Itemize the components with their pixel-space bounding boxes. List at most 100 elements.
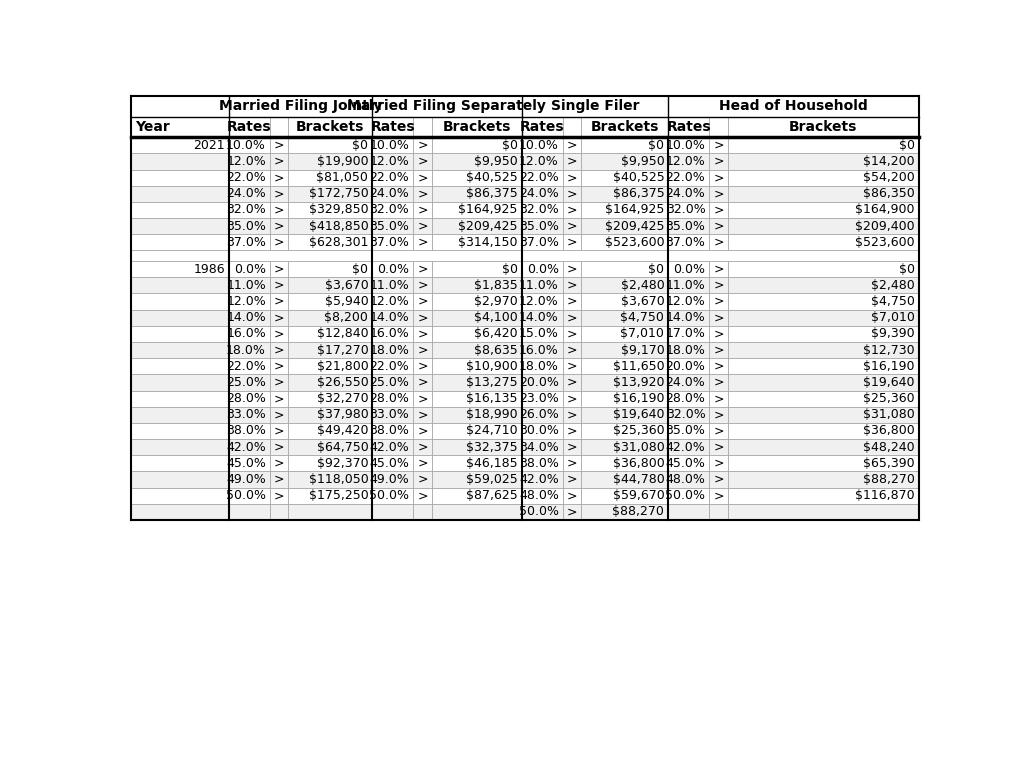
Bar bbox=[270, 278, 289, 294]
Bar bbox=[432, 234, 521, 251]
Bar bbox=[563, 234, 582, 251]
Bar bbox=[669, 455, 710, 471]
Text: $59,025: $59,025 bbox=[466, 473, 518, 486]
Text: >: > bbox=[567, 424, 578, 437]
Text: >: > bbox=[273, 204, 285, 217]
Bar bbox=[710, 342, 728, 359]
Bar bbox=[432, 423, 521, 439]
Bar bbox=[372, 153, 414, 170]
Bar bbox=[521, 439, 563, 455]
Bar bbox=[582, 294, 669, 310]
Bar bbox=[710, 218, 728, 234]
Bar bbox=[372, 186, 414, 202]
Bar bbox=[289, 170, 372, 186]
Bar bbox=[270, 278, 289, 294]
Bar bbox=[582, 423, 669, 439]
Bar bbox=[710, 202, 728, 218]
Bar bbox=[289, 202, 372, 218]
Text: $40,525: $40,525 bbox=[466, 171, 518, 184]
Text: >: > bbox=[273, 236, 285, 249]
Text: $116,870: $116,870 bbox=[855, 489, 914, 502]
Bar bbox=[228, 439, 270, 455]
Bar bbox=[669, 202, 710, 218]
Bar bbox=[432, 153, 521, 170]
Text: $314,150: $314,150 bbox=[459, 236, 518, 249]
Text: $26,550: $26,550 bbox=[316, 376, 369, 389]
Text: >: > bbox=[714, 360, 724, 372]
Bar bbox=[270, 294, 289, 310]
Text: >: > bbox=[714, 456, 724, 470]
Bar bbox=[131, 310, 228, 326]
Text: >: > bbox=[417, 409, 428, 421]
Bar bbox=[521, 487, 563, 503]
Bar bbox=[521, 342, 563, 359]
Text: 12.0%: 12.0% bbox=[370, 295, 410, 308]
Bar bbox=[131, 423, 228, 439]
Bar bbox=[563, 186, 582, 202]
Text: 24.0%: 24.0% bbox=[666, 187, 706, 200]
Bar bbox=[228, 423, 270, 439]
Bar bbox=[432, 359, 521, 375]
Text: >: > bbox=[567, 505, 578, 518]
Text: >: > bbox=[567, 392, 578, 405]
Text: 28.0%: 28.0% bbox=[370, 392, 410, 405]
Text: 11.0%: 11.0% bbox=[666, 279, 706, 292]
Bar bbox=[669, 170, 710, 186]
Bar bbox=[432, 390, 521, 406]
Bar bbox=[432, 342, 521, 359]
Bar bbox=[582, 503, 669, 520]
Bar bbox=[270, 359, 289, 375]
Text: $118,050: $118,050 bbox=[308, 473, 369, 486]
Bar bbox=[414, 423, 432, 439]
Text: 14.0%: 14.0% bbox=[519, 311, 559, 325]
Bar bbox=[372, 202, 414, 218]
Text: Single Filer: Single Filer bbox=[551, 99, 639, 113]
Bar bbox=[414, 202, 432, 218]
Text: >: > bbox=[273, 295, 285, 308]
Text: $164,925: $164,925 bbox=[459, 204, 518, 217]
Text: >: > bbox=[567, 187, 578, 200]
Bar bbox=[582, 487, 669, 503]
Text: >: > bbox=[567, 473, 578, 486]
Text: $0: $0 bbox=[502, 263, 518, 276]
Text: $13,275: $13,275 bbox=[466, 376, 518, 389]
Bar bbox=[669, 406, 710, 423]
Bar bbox=[563, 423, 582, 439]
Bar bbox=[582, 234, 669, 251]
Bar bbox=[521, 153, 563, 170]
Text: $14,200: $14,200 bbox=[863, 155, 914, 168]
Bar bbox=[289, 261, 372, 278]
Text: 23.0%: 23.0% bbox=[519, 392, 559, 405]
Bar bbox=[710, 359, 728, 375]
Bar bbox=[521, 455, 563, 471]
Bar bbox=[270, 170, 289, 186]
Text: $21,800: $21,800 bbox=[316, 360, 369, 372]
Bar bbox=[582, 471, 669, 487]
Text: >: > bbox=[417, 204, 428, 217]
Text: $2,970: $2,970 bbox=[474, 295, 518, 308]
Bar bbox=[669, 359, 710, 375]
Bar bbox=[728, 455, 919, 471]
Text: >: > bbox=[567, 344, 578, 356]
Bar bbox=[728, 487, 919, 503]
Text: 10.0%: 10.0% bbox=[226, 139, 266, 152]
Bar bbox=[131, 471, 228, 487]
Bar bbox=[289, 326, 372, 342]
Text: $17,270: $17,270 bbox=[316, 344, 369, 356]
Bar bbox=[669, 439, 710, 455]
Bar bbox=[521, 455, 563, 471]
Bar bbox=[228, 202, 270, 218]
Bar bbox=[414, 471, 432, 487]
Text: 49.0%: 49.0% bbox=[226, 473, 266, 486]
Bar bbox=[710, 294, 728, 310]
Bar bbox=[728, 278, 919, 294]
Text: 0.0%: 0.0% bbox=[527, 263, 559, 276]
Bar bbox=[521, 278, 563, 294]
Bar bbox=[131, 96, 228, 117]
Text: >: > bbox=[417, 456, 428, 470]
Bar bbox=[669, 117, 710, 137]
Text: $92,370: $92,370 bbox=[316, 456, 369, 470]
Text: 18.0%: 18.0% bbox=[666, 344, 706, 356]
Bar bbox=[710, 278, 728, 294]
Text: >: > bbox=[567, 295, 578, 308]
